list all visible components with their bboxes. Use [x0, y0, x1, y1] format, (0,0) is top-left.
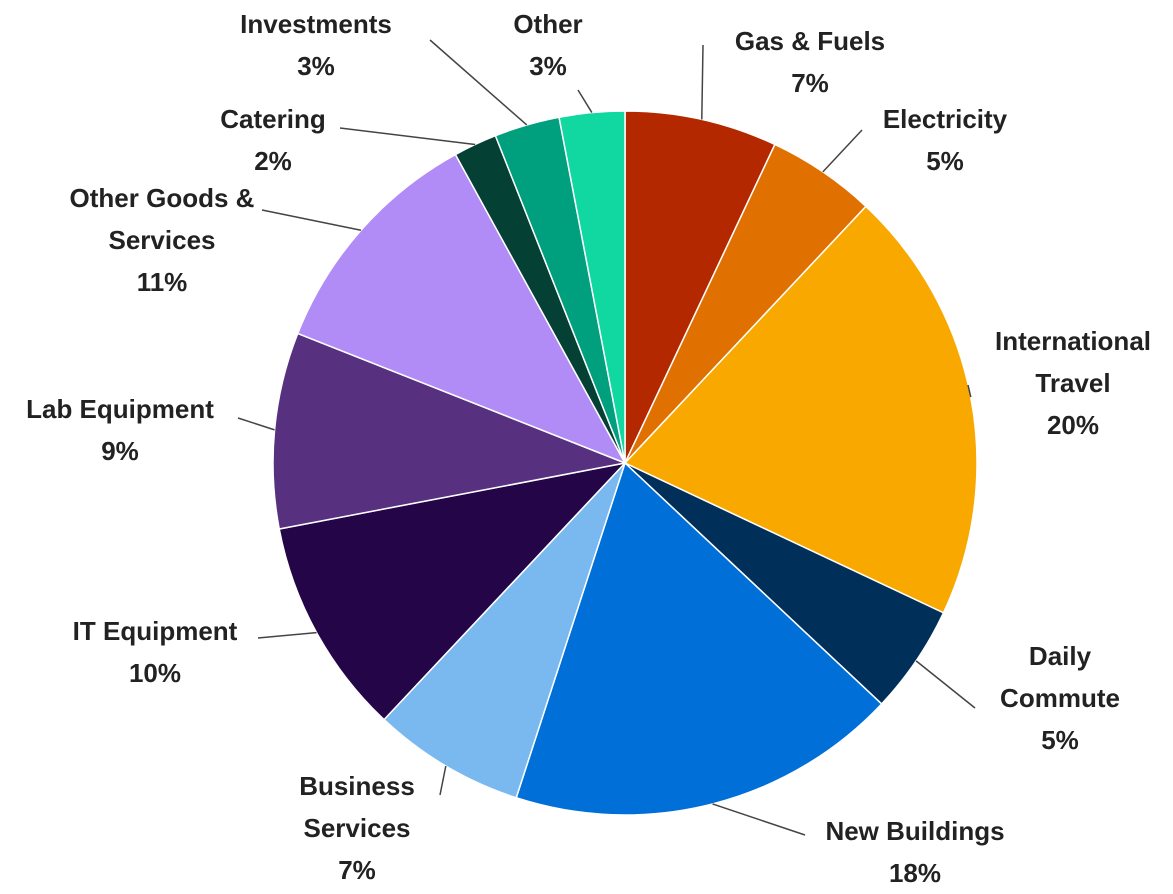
value-label: 5%	[926, 146, 964, 176]
category-label: Other	[513, 9, 583, 39]
pie-slice	[272, 332, 628, 530]
value-label: 20%	[1046, 410, 1100, 440]
category-label: Electricity	[882, 104, 1008, 134]
slice-label: Catering 2%	[173, 98, 373, 182]
value-label: 2%	[254, 146, 292, 176]
leader-line	[339, 127, 476, 146]
value-label: 18%	[888, 858, 942, 888]
pie-slice	[296, 153, 627, 465]
leader-line	[712, 803, 806, 836]
pie-slice	[624, 110, 776, 464]
value-label: 3%	[529, 51, 567, 81]
value-label: 11%	[136, 267, 188, 297]
slice-label: Gas & Fuels 7%	[700, 20, 920, 104]
leader-line	[701, 44, 704, 120]
category-label: Gas & Fuels	[734, 26, 886, 56]
slice-label: Lab Equipment 9%	[0, 388, 240, 472]
slice-label: Investments 3%	[216, 3, 416, 87]
slice-label: Daily Commute 5%	[985, 635, 1135, 761]
value-label: 5%	[1041, 725, 1079, 755]
slice-label: Electricity 5%	[835, 98, 1055, 182]
slice-label: Other Goods & Services 11%	[70, 177, 255, 303]
slice-label: Business Services 7%	[282, 765, 432, 891]
pie-slice	[558, 110, 626, 464]
slice-label: IT Equipment 10%	[35, 610, 275, 694]
category-label: International Travel	[994, 326, 1151, 398]
category-label: Daily Commute	[1000, 641, 1120, 713]
value-label: 10%	[128, 658, 182, 688]
category-label: Investments	[240, 9, 392, 39]
leader-line	[577, 89, 593, 113]
slice-label: International Travel 20%	[978, 320, 1168, 446]
pie-slice	[278, 461, 628, 721]
leader-line	[439, 765, 447, 796]
value-label: 7%	[338, 855, 376, 885]
leader-line	[257, 631, 317, 639]
value-label: 3%	[297, 51, 335, 81]
leader-line	[429, 39, 528, 126]
leader-line	[237, 417, 275, 431]
value-label: 9%	[101, 436, 139, 466]
category-label: IT Equipment	[72, 616, 238, 646]
leader-line	[261, 209, 362, 231]
leader-line	[822, 129, 863, 173]
slice-label: Other 3%	[488, 3, 608, 87]
category-label: Lab Equipment	[26, 394, 214, 424]
leader-line	[915, 660, 976, 709]
category-label: Catering	[220, 104, 326, 134]
value-label: 7%	[791, 68, 829, 98]
leader-line	[967, 384, 972, 398]
category-label: Other Goods & Services	[69, 183, 255, 255]
category-label: Business Services	[299, 771, 415, 843]
slice-label: New Buildings 18%	[785, 810, 1045, 894]
category-label: New Buildings	[825, 816, 1005, 846]
